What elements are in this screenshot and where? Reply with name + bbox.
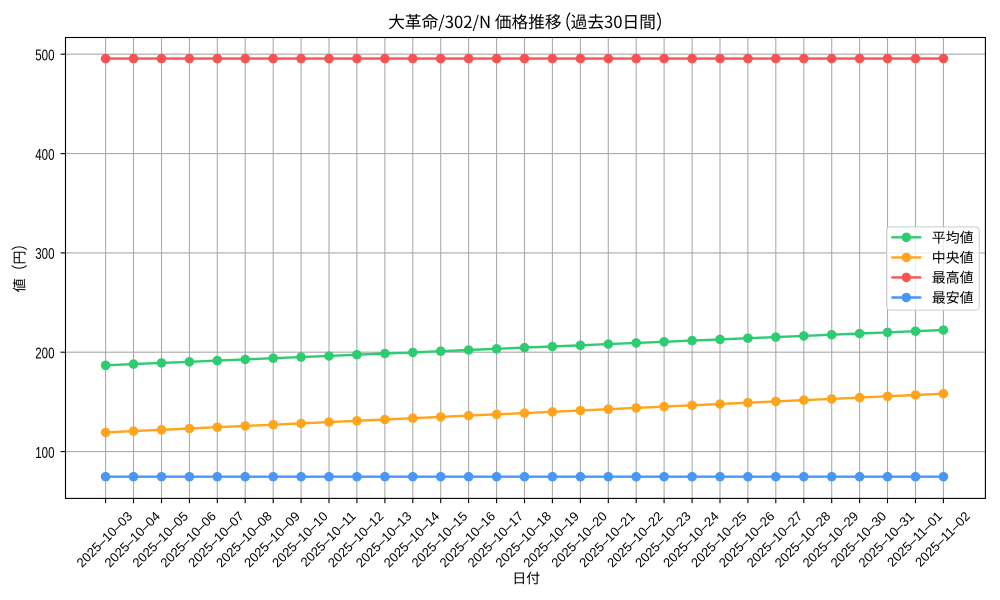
svg-text:400: 400 bbox=[35, 145, 54, 163]
svg-text:200: 200 bbox=[35, 344, 54, 362]
svg-text:500: 500 bbox=[35, 46, 54, 64]
svg-text:100: 100 bbox=[35, 443, 54, 461]
svg-text:300: 300 bbox=[35, 244, 54, 262]
